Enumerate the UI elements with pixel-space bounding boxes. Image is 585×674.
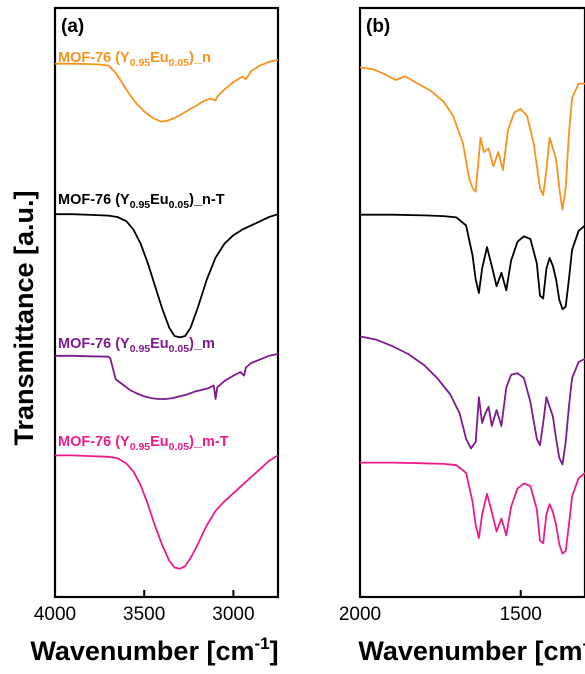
x-tick-label: 2000 — [339, 604, 381, 625]
x-tick-label: 3000 — [212, 604, 254, 625]
series-line-m-T — [55, 454, 279, 570]
series-label-n-T: MOF-76 (Y0.95Eu0.05)_n-T — [58, 192, 225, 211]
series-line-n-T — [360, 213, 585, 311]
panel-label: (a) — [61, 16, 84, 37]
plot-frame-a — [53, 6, 280, 599]
series-line-n — [359, 66, 585, 211]
x-axis-title: Wavenumber [cm-1] — [358, 634, 585, 666]
x-tick-label: 4000 — [34, 604, 76, 625]
x-axis-title: Wavenumber [cm-1] — [30, 634, 278, 666]
panel-a: (a) 4000 3500 3000 Wavenumber [cm-1] MOF-76 (… — [30, 6, 280, 666]
panel-label: (b) — [366, 16, 390, 37]
series-label-m: MOF-76 (Y0.95Eu0.05)_m — [58, 336, 215, 355]
panel-b: (b) 2000 1500 Wavenumber [cm-1] — [339, 6, 585, 666]
series-line-m-T — [360, 461, 585, 555]
series-label-m-T: MOF-76 (Y0.95Eu0.05)_m-T — [58, 434, 229, 453]
x-tick-label: 3500 — [123, 604, 165, 625]
y-axis-title: Transmittance [a.u.] — [9, 190, 39, 445]
series-line-m — [359, 335, 585, 466]
series-line-n-T — [55, 213, 279, 339]
series-line-m — [55, 353, 279, 400]
series-line-n — [55, 59, 279, 123]
plot-frame-b — [358, 6, 585, 599]
series-label-n: MOF-76 (Y0.95Eu0.05)_n — [58, 50, 211, 69]
x-tick-label: 1500 — [500, 604, 542, 625]
